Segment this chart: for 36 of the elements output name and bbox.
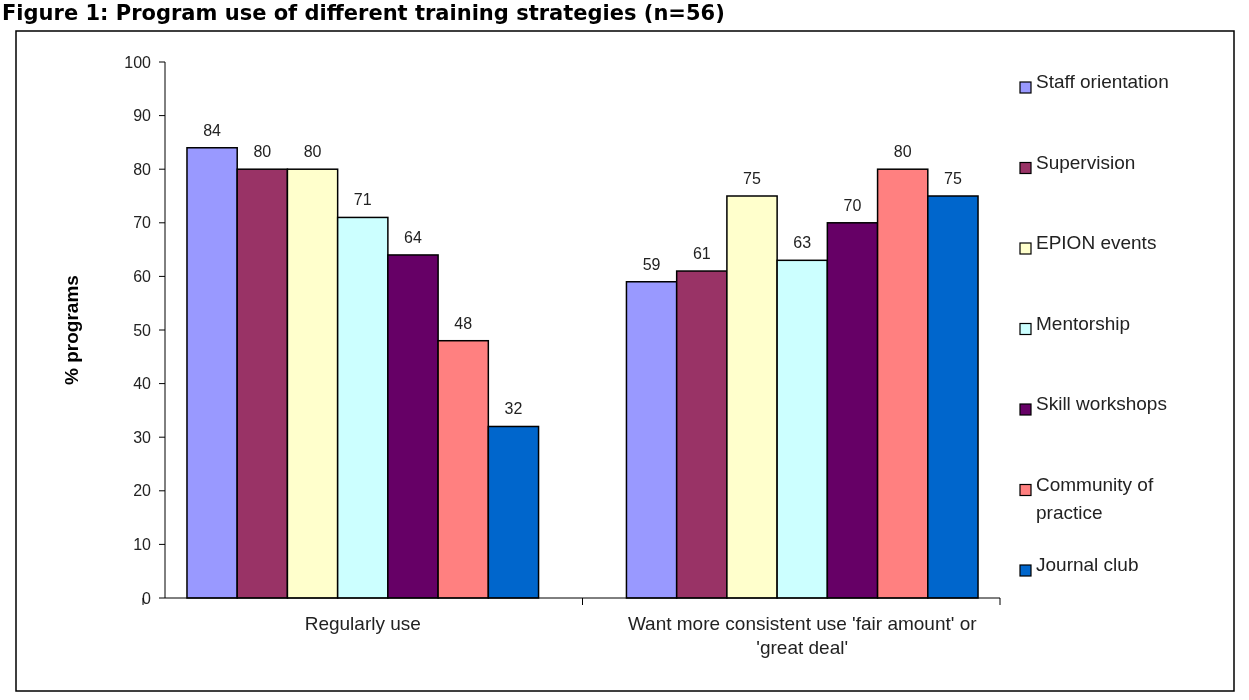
- data-label: 80: [303, 143, 322, 161]
- y-tick-label: 100: [124, 53, 152, 71]
- data-label: 70: [843, 196, 862, 214]
- data-label: 84: [203, 121, 222, 139]
- y-tick-label: 0: [142, 589, 152, 607]
- data-label: 75: [944, 170, 962, 187]
- data-label: 71: [353, 191, 372, 209]
- y-tick-label: 60: [133, 268, 152, 285]
- y-axis-title: % programs: [61, 275, 82, 385]
- data-label: 32: [504, 400, 523, 418]
- y-tick-label: 20: [133, 482, 152, 500]
- y-tick-label: 40: [133, 375, 152, 393]
- y-tick-label: 10: [133, 536, 152, 553]
- legend-label: Community of practice: [1036, 473, 1154, 523]
- data-label: 80: [253, 143, 272, 161]
- y-tick-label: 30: [133, 428, 152, 446]
- legend-label: Journal club: [1036, 554, 1139, 575]
- y-tick-label: 80: [133, 160, 152, 178]
- data-label: 48: [454, 314, 473, 332]
- chart-title: Figure 1: Program use of different training strategies (n=56): [2, 1, 725, 25]
- legend-label: Skill workshops: [1036, 393, 1167, 414]
- x-tick-label: Want more consistent use 'fair amount' or 'great deal': [627, 613, 978, 658]
- x-tick-label: Regularly use: [304, 613, 421, 634]
- data-label: 80: [893, 143, 912, 161]
- data-label: 64: [404, 228, 422, 246]
- y-tick-label: 90: [133, 107, 152, 125]
- legend-label: Staff orientation: [1036, 71, 1169, 92]
- legend-label: Mentorship: [1036, 312, 1130, 334]
- data-label: 61: [692, 245, 711, 263]
- data-label: 63: [793, 234, 812, 252]
- data-label: 59: [642, 255, 661, 273]
- legend-label: EPION events: [1036, 232, 1157, 253]
- y-tick-label: 70: [133, 214, 152, 232]
- data-label: 75: [743, 170, 762, 187]
- legend-label: Supervision: [1036, 151, 1136, 173]
- y-tick-label: 50: [133, 321, 152, 339]
